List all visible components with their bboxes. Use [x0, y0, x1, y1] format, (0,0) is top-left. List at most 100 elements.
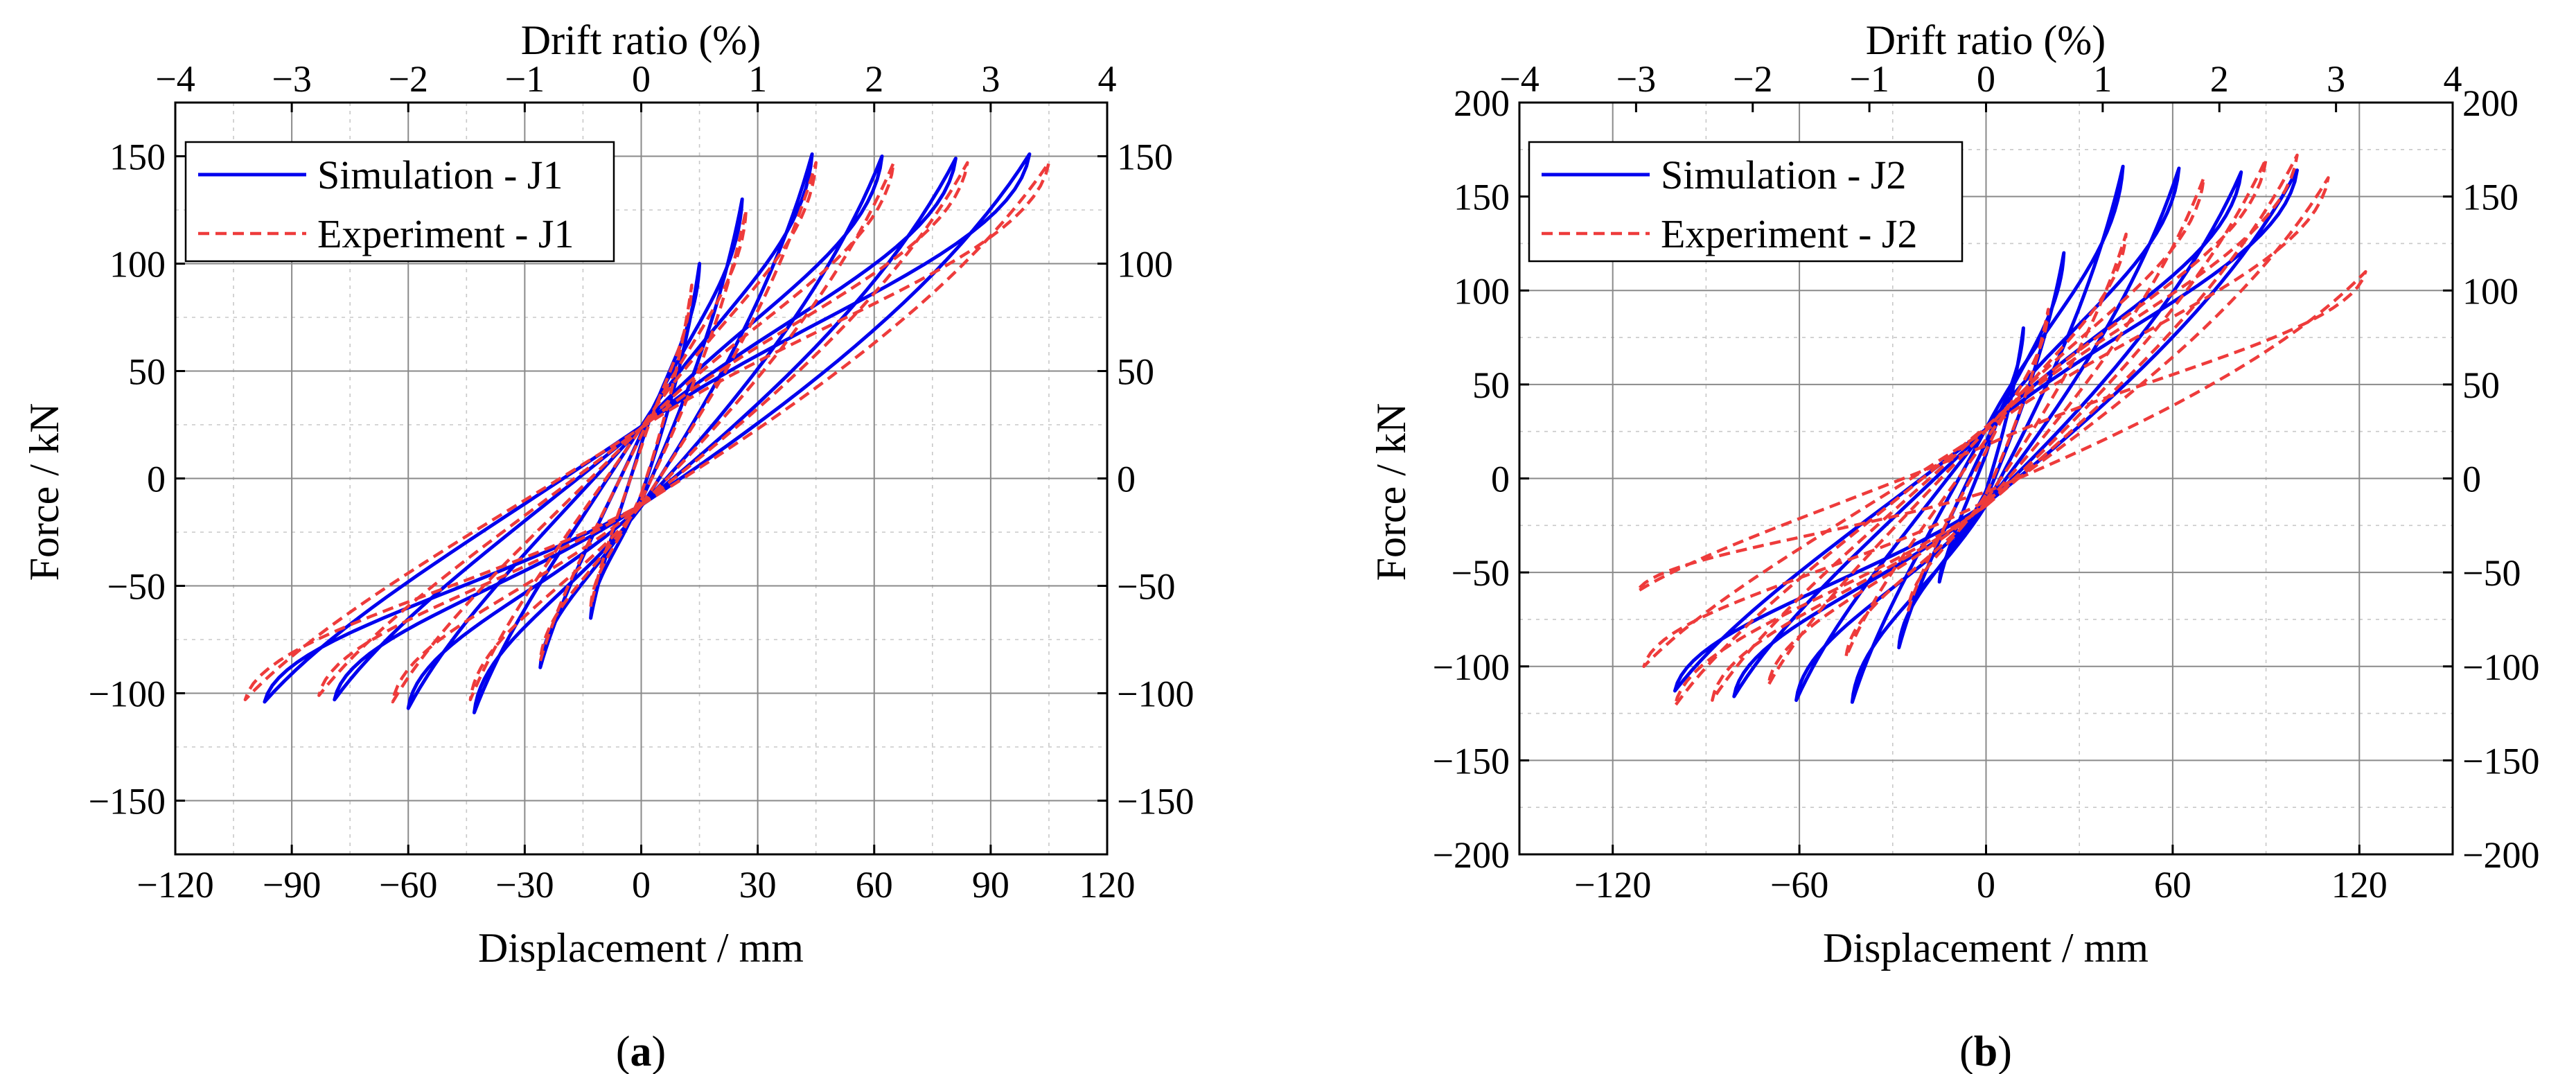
chart-a: −120 −90 −60 −30 0 30 60 90 120 −4 −3 −2 −1 0 1 2 3 4 −150…	[21, 17, 1194, 1074]
chart-a-ytick-label-left: −150	[89, 781, 166, 822]
chart-a-top-tick-label: 3	[981, 58, 1000, 100]
chart-a-xtick-label: −90	[263, 864, 321, 906]
chart-a-ytick-label-left: 100	[109, 244, 166, 285]
chart-b-top-tick-label: 4	[2444, 58, 2462, 100]
chart-b-legend-exp-label: Experiment - J2	[1661, 211, 1917, 256]
chart-b-ytick-label-left: −150	[1433, 740, 1510, 782]
chart-a-xtick-label: 90	[972, 864, 1009, 906]
chart-b-ylabel: Force / kN	[1368, 403, 1414, 581]
chart-a-experiment-loop-3	[468, 161, 818, 702]
chart-a-xtick-label: 120	[1079, 864, 1136, 906]
chart-b-ytick-label-left: 150	[1454, 177, 1510, 218]
chart-b-caption-close: )	[1997, 1028, 2012, 1074]
chart-a-experiment-loop-2	[538, 208, 748, 663]
chart-a-ytick-label-left: 150	[109, 137, 166, 178]
chart-b-experiment-loop-6	[1642, 176, 2330, 669]
chart-a-tick-labels: −120 −90 −60 −30 0 30 60 90 120 −4 −3 −2 −1 0 1 2 3 4 −150…	[89, 58, 1194, 906]
chart-b-top-tick-label: 1	[2093, 58, 2112, 100]
chart-b-plot-area	[1636, 153, 2367, 707]
chart-b-top-tick-label: 3	[2327, 58, 2345, 100]
chart-a-ytick-label-right: 150	[1117, 137, 1173, 178]
chart-b-top-tick-label: 0	[1977, 58, 1995, 100]
chart-b-xtick-label: 60	[2154, 864, 2191, 906]
chart-b-ytick-label-left: 100	[1454, 270, 1510, 312]
chart-a-top-tick-label: −2	[389, 58, 428, 100]
chart-b-ytick-label-right: 200	[2462, 82, 2518, 124]
chart-a-xtick-label: −60	[379, 864, 437, 906]
chart-b-caption-letter: b	[1974, 1028, 1997, 1074]
chart-b-ytick-label-left: −50	[1452, 552, 1510, 594]
chart-b-ytick-label-right: 100	[2462, 270, 2518, 312]
chart-a-top-tick-label: 4	[1098, 58, 1117, 100]
chart-b-top-tick-label: −4	[1499, 58, 1539, 100]
chart-b-ytick-label-right: −50	[2462, 552, 2521, 594]
chart-b-ytick-label-left: 50	[1472, 364, 1510, 406]
chart-b-ytick-label-right: −100	[2462, 646, 2539, 688]
chart-a-xtick-label: 30	[739, 864, 777, 906]
chart-b-ytick-label-left: 0	[1491, 459, 1510, 500]
chart-b-top-xlabel: Drift ratio (%)	[1866, 17, 2106, 63]
chart-a-caption: (a)	[616, 1028, 666, 1074]
chart-a-ytick-label-left: −50	[107, 566, 166, 608]
chart-a-ytick-label-right: −100	[1117, 674, 1194, 715]
chart-a-xtick-label: −120	[136, 864, 213, 906]
chart-a-xlabel: Displacement / mm	[478, 925, 804, 971]
chart-a-legend-sim-label: Simulation - J1	[317, 152, 563, 197]
chart-b-ytick-label-left: −100	[1433, 646, 1510, 688]
chart-b-experiment-loop-1	[1907, 308, 2050, 612]
chart-a-experiment-loop-6	[243, 161, 1051, 702]
chart-a-caption-open: (	[616, 1028, 630, 1074]
chart-b-ytick-label-left: 200	[1454, 82, 1510, 124]
chart-b-tick-labels: −120 −60 0 60 120 −4 −3 −2 −1 0 1 2 3 4 −200 −200 −150 −1…	[1433, 58, 2540, 906]
chart-a-top-tick-label: −4	[155, 58, 195, 100]
chart-a-ytick-label-right: 0	[1117, 459, 1136, 500]
chart-b-legend-box	[1528, 141, 1964, 263]
chart-a-ylabel: Force / kN	[21, 403, 67, 581]
chart-a-top-tick-label: 2	[865, 58, 883, 100]
chart-a-top-tick-label: −1	[505, 58, 545, 100]
chart-a-xtick-label: −30	[495, 864, 554, 906]
chart-a-ticks	[174, 103, 1109, 854]
chart-b-xtick-label: −120	[1574, 864, 1651, 906]
chart-a-plot-area	[243, 152, 1051, 714]
chart-b-ytick-label-right: −200	[2462, 834, 2539, 876]
chart-b-ytick-label-right: −150	[2462, 740, 2539, 782]
chart-a-ytick-label-left: 0	[147, 459, 166, 500]
chart-a-xtick-label: 0	[632, 864, 651, 906]
chart-b-top-tick-label: 2	[2210, 58, 2229, 100]
chart-a-legend: Simulation - J1 Experiment - J1	[184, 141, 615, 263]
chart-a-ytick-label-left: 50	[128, 351, 166, 393]
chart-b-ytick-label-right: 150	[2462, 177, 2518, 218]
chart-b-xtick-label: 0	[1977, 864, 1995, 906]
chart-a-ytick-label-right: −150	[1117, 781, 1194, 822]
chart-a-major-grid	[175, 103, 1107, 854]
chart-b-xtick-label: −60	[1770, 864, 1828, 906]
chart-a-top-tick-label: 0	[632, 58, 651, 100]
chart-a-caption-letter: a	[630, 1028, 652, 1074]
chart-a-ytick-label-left: −100	[89, 674, 166, 715]
chart-b-legend: Simulation - J2 Experiment - J2	[1528, 141, 1964, 263]
chart-a-ytick-label-right: −50	[1117, 566, 1175, 608]
chart-b-experiment-loop-7	[1636, 270, 2367, 593]
chart-b-caption-open: (	[1959, 1028, 1974, 1074]
chart-b-ytick-label-right: 50	[2462, 364, 2500, 406]
chart-b-experiment-loop-5	[1673, 153, 2299, 707]
chart-b-top-tick-label: −2	[1733, 58, 1772, 100]
chart-a-top-tick-label: −3	[272, 58, 311, 100]
chart-b-caption: (b)	[1959, 1028, 2012, 1074]
chart-b-top-tick-label: −3	[1616, 58, 1656, 100]
chart-a-experiment-loop-1	[589, 283, 694, 609]
chart-a-legend-exp-label: Experiment - J1	[317, 211, 574, 256]
chart-a-legend-box	[184, 141, 615, 263]
chart-b-legend-sim-label: Simulation - J2	[1661, 152, 1906, 197]
chart-b-ytick-label-right: 0	[2462, 459, 2481, 500]
chart-b-xlabel: Displacement / mm	[1823, 925, 2149, 971]
chart-b-ytick-label-left: −200	[1433, 834, 1510, 876]
chart-b-xtick-label: 120	[2331, 864, 2388, 906]
chart-a-ytick-label-right: 100	[1117, 244, 1173, 285]
chart-a-top-xlabel: Drift ratio (%)	[521, 17, 761, 63]
chart-b-experiment-loop-2	[1844, 232, 2128, 659]
chart-a-xtick-label: 60	[856, 864, 893, 906]
chart-b-top-tick-label: −1	[1849, 58, 1889, 100]
